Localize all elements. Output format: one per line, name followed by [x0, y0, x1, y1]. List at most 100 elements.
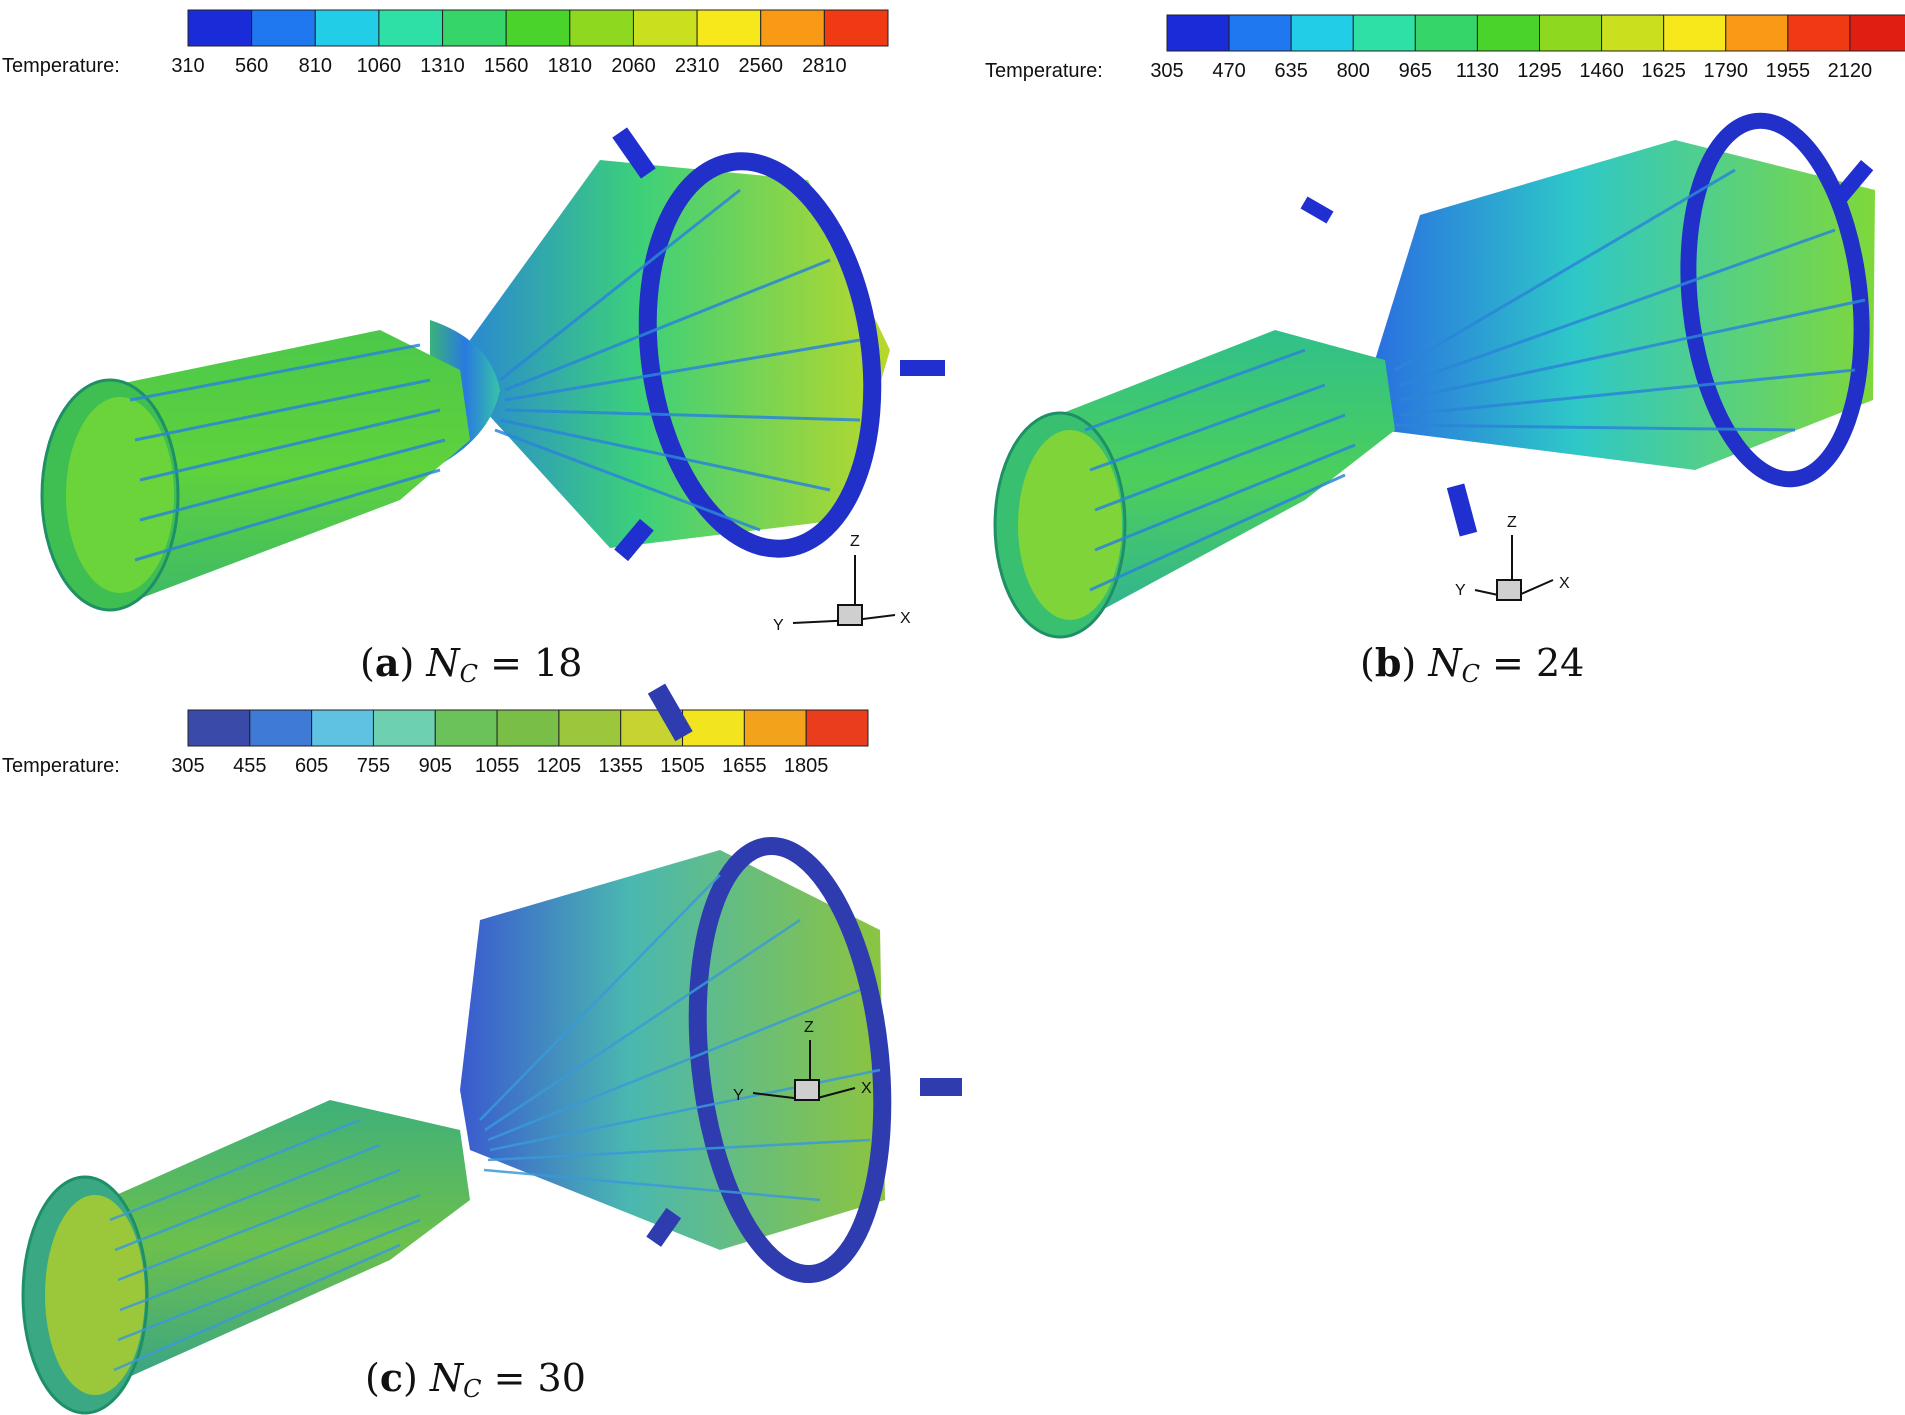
colorbar-tick-label: 905	[419, 755, 452, 777]
cooling-channels	[109, 874, 881, 1372]
colorbar-swatch	[187, 9, 253, 47]
colorbar-tick-labels: 305 455 605 755 905 1055 1205 1355 1505 1655 1805	[171, 755, 828, 777]
caption-symbol: N	[426, 641, 460, 685]
colorbar-tick-label: 605	[295, 755, 328, 777]
colorbar-swatch	[314, 9, 380, 47]
colorbar-swatch	[569, 9, 634, 47]
colorbar-title: Temperature:	[985, 60, 1103, 82]
colorbar-swatch	[1476, 14, 1540, 52]
caption-subscript: C	[463, 1375, 482, 1403]
colorbar-tick-label: 2120	[1828, 60, 1873, 82]
colorbar-swatch	[760, 9, 825, 47]
colorbar-swatch	[1352, 14, 1416, 52]
caption-subscript: C	[1461, 660, 1480, 688]
colorbar-tick-label: 1460	[1579, 60, 1624, 82]
figure-caption: (c) NC = 30	[365, 1355, 586, 1403]
colorbar-tick-label: 305	[171, 755, 204, 777]
cooling-channels	[129, 188, 861, 562]
colorbar-tick-label: 560	[235, 55, 268, 77]
panel-c-figure: Temperature: 305 455 605 755 905 1055 1205 1355…	[2, 683, 962, 1415]
colorbar-tick-label: 755	[357, 755, 390, 777]
colorbar-title: Temperature:	[2, 755, 120, 777]
chamber-inner-wall	[45, 1195, 145, 1395]
caption-tag: b	[1374, 640, 1402, 685]
caption-tag: c	[379, 1355, 403, 1400]
figure-caption: (b) NC = 24	[1360, 640, 1585, 688]
colorbar-swatch	[1787, 14, 1851, 52]
colorbar-swatch	[1228, 14, 1292, 52]
caption-subscript: C	[459, 660, 478, 688]
axis-z-label: Z	[1507, 514, 1517, 531]
colorbar: Temperature: 305 470 635 800 965 1130 1295 1460…	[985, 14, 1905, 82]
colorbar-swatch	[1166, 14, 1230, 52]
caption-value: 18	[534, 641, 583, 685]
caption-value: 24	[1535, 641, 1585, 685]
chamber-inner-wall	[66, 397, 174, 593]
axis-y-label: Y	[773, 617, 784, 634]
nozzle-exit-flange	[1680, 112, 1870, 488]
axis-x-label: X	[900, 610, 911, 627]
colorbar-swatch	[249, 709, 313, 747]
colorbar-tick-label: 635	[1274, 60, 1307, 82]
colorbar-tick-label: 2810	[802, 55, 847, 77]
colorbar-tick-label: 470	[1212, 60, 1245, 82]
colorbar-swatch	[496, 709, 560, 747]
panel-b-figure: Temperature: 305 470 635 800 965 1130 1295 1460…	[985, 14, 1905, 639]
colorbar-tick-label: 455	[233, 755, 266, 777]
combustion-chamber	[1045, 330, 1395, 630]
caption-symbol: N	[1428, 641, 1462, 685]
colorbar-tick-label: 1790	[1704, 60, 1749, 82]
axis-triad	[792, 555, 896, 626]
support-struts	[1300, 160, 1874, 537]
colorbar-swatch	[251, 9, 316, 47]
colorbar-tick-label: 965	[1399, 60, 1432, 82]
nozzle-exit-flange	[638, 152, 882, 558]
colorbar-tick-label: 305	[1150, 60, 1183, 82]
colorbar-swatch	[1663, 14, 1727, 52]
colorbar-swatch	[372, 709, 436, 747]
colorbar: Temperature: 310 560 810 1060 1310 1560 1810 20…	[2, 9, 889, 77]
combustion-chamber	[90, 330, 470, 610]
axis-y-label: Y	[733, 1087, 744, 1104]
colorbar-swatch	[1601, 14, 1665, 52]
colorbar-tick-label: 1810	[548, 55, 593, 77]
nozzle-model	[993, 112, 1875, 639]
divergent-cone	[460, 850, 885, 1250]
axis-z-label: Z	[804, 1019, 814, 1036]
figure-caption: (a) NC = 18	[360, 640, 583, 688]
axis-x-label: X	[861, 1080, 872, 1097]
colorbar-swatch	[187, 709, 251, 747]
colorbar-tick-label: 800	[1337, 60, 1370, 82]
colorbar-tick-label: 1505	[660, 755, 705, 777]
colorbar-swatch	[505, 9, 571, 47]
colorbar-swatch	[442, 9, 507, 47]
panel-a-figure: Temperature: 310 560 810 1060 1310 1560 1810 20…	[2, 9, 945, 634]
support-struts	[612, 127, 945, 562]
chamber-inner-wall	[1018, 430, 1122, 620]
colorbar-swatch	[1849, 14, 1905, 52]
axis-origin-cube	[1496, 579, 1522, 601]
colorbar-tick-label: 1055	[475, 755, 520, 777]
colorbar-swatch	[805, 709, 869, 747]
colorbar-swatch	[311, 709, 374, 747]
colorbar-swatch	[1414, 14, 1478, 52]
colorbar-tick-label: 1625	[1641, 60, 1686, 82]
caption-tag: a	[374, 640, 400, 685]
colorbar-tick-label: 1130	[1456, 60, 1499, 82]
support-struts	[646, 683, 962, 1247]
axis-origin-cube	[794, 1079, 820, 1101]
colorbar-title: Temperature:	[2, 55, 120, 77]
colorbar-tick-label: 1060	[357, 55, 402, 77]
colorbar-tick-label: 1560	[484, 55, 529, 77]
axis-z-label: Z	[850, 533, 860, 550]
divergent-cone	[470, 160, 890, 548]
caption-symbol: N	[429, 1356, 464, 1400]
colorbar-tick-label: 2060	[611, 55, 656, 77]
colorbar-blocks	[1166, 14, 1905, 52]
axis-triad	[1474, 535, 1554, 601]
colorbar-blocks	[187, 9, 889, 47]
colorbar-swatch	[1725, 14, 1789, 52]
colorbar-tick-label: 1655	[722, 755, 767, 777]
colorbar-tick-label: 1205	[537, 755, 582, 777]
colorbar-swatch	[434, 709, 498, 747]
